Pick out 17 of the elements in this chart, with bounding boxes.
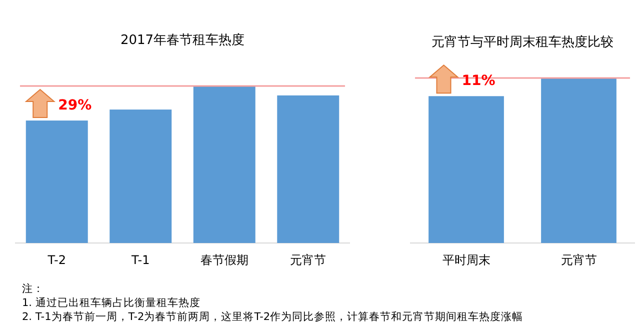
x-tick-label: T-1 (130, 253, 150, 267)
annotation: 29% (58, 98, 92, 114)
bar (277, 95, 340, 243)
chart-title: 2017年春节租车热度 (120, 32, 245, 48)
text: 1. 通过已出租车辆占比衡量租车热度 (22, 296, 200, 309)
text: 注： (22, 282, 44, 295)
x-tick-label: T-2 (46, 253, 66, 267)
annotation: 11% (462, 73, 496, 90)
x-tick-label: 平时周末 (442, 253, 490, 267)
x-tick-label: 元宵节 (560, 253, 597, 267)
bar (26, 120, 88, 243)
bar (193, 86, 256, 243)
x-tick-label: 元宵节 (290, 253, 326, 267)
text: 2. T-1为春节前一周，T-2为春节前两周，这里将T-2作为同比参照，计算春节和元宵节期间租车热度涨幅 (22, 310, 524, 323)
x-tick-label: 春节假期 (200, 253, 248, 267)
bar (110, 110, 172, 243)
chart-title: 元宵节与平时周末租车热度比较 (432, 34, 614, 50)
